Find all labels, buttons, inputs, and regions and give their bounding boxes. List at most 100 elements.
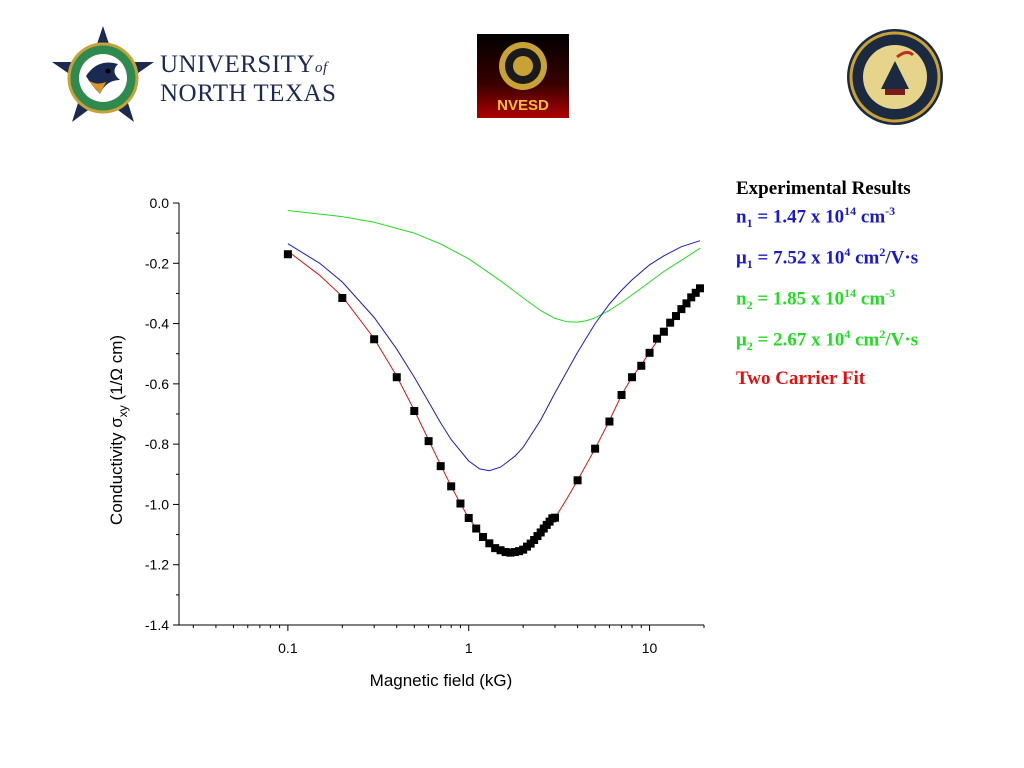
mu2-unit-tail: /V·s — [885, 329, 919, 351]
data-point — [485, 539, 494, 548]
data-point — [338, 293, 347, 302]
data-point — [671, 312, 680, 321]
series-line-carrier1 — [287, 240, 701, 472]
mu1-exp: 4 — [844, 245, 851, 259]
y-axis-title-main: Conductivity σ — [107, 417, 126, 525]
unt-wordmark-of: of — [315, 60, 328, 76]
data-point — [682, 299, 691, 308]
y-tick-label: -0.8 — [145, 436, 169, 452]
n2-exp: 14 — [844, 286, 857, 300]
data-point — [496, 546, 505, 555]
series-lines — [287, 210, 701, 554]
y-axis-title: Conductivity σxy (1/Ω cm) — [107, 335, 130, 525]
mu2-value: = 2.67 x 10 — [752, 329, 845, 351]
mu1-unit: cm — [850, 247, 880, 269]
legend-title: Experimental Results — [736, 178, 911, 199]
unt-eagle-seal-icon — [52, 26, 154, 122]
n2-unit-exp: -3 — [885, 286, 896, 300]
n1-exp: 14 — [844, 204, 857, 218]
data-point — [464, 513, 473, 522]
n1-symbol: n — [736, 206, 747, 228]
y-tick-label: 0.0 — [150, 195, 170, 211]
data-point — [617, 391, 626, 400]
data-point — [573, 476, 582, 485]
legend-mu2: μ2 = 2.67 x 104 cm2/V·s — [736, 327, 918, 368]
mu2-symbol: μ — [736, 329, 747, 351]
unt-wordmark-line1: UNIVERSITY — [160, 51, 315, 78]
data-point — [510, 548, 519, 557]
y-tick-label: -1.4 — [145, 617, 169, 633]
data-point — [591, 444, 600, 453]
data-point — [637, 361, 646, 370]
n1-sub: 1 — [746, 216, 753, 231]
army-seal-icon — [847, 29, 943, 125]
y-tick-label: -0.2 — [145, 255, 169, 271]
y-tick-label: -0.6 — [145, 376, 169, 392]
data-point — [515, 547, 524, 556]
data-point — [410, 406, 419, 415]
data-point — [687, 293, 696, 302]
data-point — [491, 544, 500, 553]
y-tick-label: -0.4 — [145, 316, 169, 332]
data-point — [370, 335, 379, 344]
y-axis-title-unit: (1/Ω cm) — [107, 335, 126, 405]
data-point — [677, 305, 686, 314]
legend-n1: n1 = 1.47 x 1014 cm-3 — [736, 204, 918, 245]
data-point — [605, 417, 614, 426]
data-point — [653, 334, 662, 343]
mu2-sub: 2 — [746, 339, 753, 354]
data-point — [691, 288, 700, 297]
data-point — [551, 513, 560, 522]
plot-area: 0.0 -0.2 -0.4 -0.6 -0.8 -1.0 -1.2 -1.4 0.1 1 10 — [145, 195, 705, 656]
mu1-symbol: μ — [736, 247, 747, 269]
y-tick-label: -1.2 — [145, 557, 169, 573]
n2-symbol: n — [736, 288, 747, 310]
data-point — [424, 437, 433, 446]
data-point — [645, 348, 654, 357]
x-tick-label: 10 — [642, 640, 658, 656]
data-point — [479, 532, 488, 541]
unt-wordmark: UNIVERSITYof NORTH TEXAS — [160, 52, 336, 107]
x-axis-title: Magnetic field (kG) — [370, 671, 513, 690]
data-markers — [283, 250, 704, 557]
series-line-carrier2 — [287, 210, 701, 323]
data-point — [392, 373, 401, 382]
results-legend: Experimental Results n1 = 1.47 x 1014 cm… — [736, 178, 918, 409]
data-point — [695, 284, 704, 293]
series-line-fit — [287, 250, 701, 554]
mu1-value: = 7.52 x 10 — [752, 247, 845, 269]
mu1-unit-exp: 2 — [879, 245, 886, 259]
data-point — [436, 462, 445, 471]
mu2-unit: cm — [850, 329, 880, 351]
nvesd-logo: NVESD — [477, 34, 569, 118]
data-point — [501, 548, 510, 557]
legend-fit: Two Carrier Fit — [736, 368, 866, 389]
n1-unit-exp: -3 — [885, 204, 896, 218]
data-point — [628, 373, 637, 382]
x-axis-ticks: 0.1 1 10 — [192, 625, 705, 656]
mu1-sub: 1 — [746, 257, 753, 272]
n2-sub: 2 — [746, 298, 753, 313]
unt-wordmark-line2: NORTH TEXAS — [160, 80, 337, 107]
data-point — [659, 327, 668, 336]
legend-mu1: μ1 = 7.52 x 104 cm2/V·s — [736, 245, 918, 286]
mu2-exp: 4 — [844, 327, 851, 341]
data-point — [456, 499, 465, 508]
data-point — [283, 250, 292, 259]
mu1-unit-tail: /V·s — [885, 247, 919, 269]
x-tick-label: 1 — [465, 640, 473, 656]
army-research-seal — [845, 27, 945, 127]
n1-unit: cm — [856, 206, 886, 228]
n2-unit: cm — [856, 288, 886, 310]
data-point — [472, 524, 481, 533]
x-tick-label: 0.1 — [278, 640, 298, 656]
y-axis-title-sub: xy — [116, 405, 130, 417]
y-tick-label: -1.0 — [145, 496, 169, 512]
mu2-unit-exp: 2 — [879, 327, 886, 341]
nvesd-emblem-icon: NVESD — [477, 34, 569, 118]
n2-value: = 1.85 x 10 — [752, 288, 845, 310]
n1-value: = 1.47 x 10 — [752, 206, 845, 228]
legend-n2: n2 = 1.85 x 1014 cm-3 — [736, 286, 918, 327]
data-point — [506, 548, 515, 557]
